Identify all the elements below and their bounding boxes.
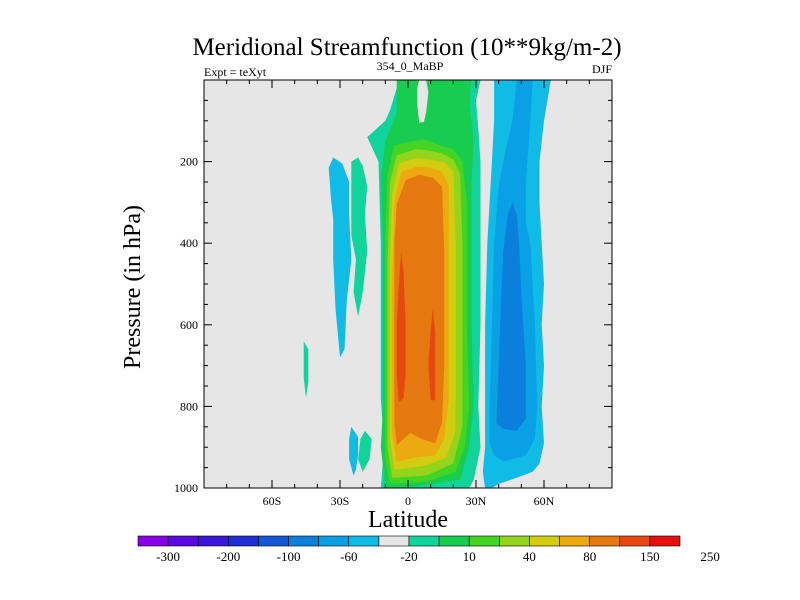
time-label: 354_0_MaBP [377,59,444,73]
colorbar-swatch-1 [137,535,169,547]
colorbar-swatch-8 [348,535,380,547]
colorbar-swatch-4 [228,535,259,547]
contour-region-18 [496,202,526,431]
colorbar-label-3: -100 [277,549,301,564]
contour-region-1 [351,157,368,317]
contour-region-3 [358,430,372,472]
colorbar-swatch-17 [619,535,651,547]
colorbar-swatch-7 [318,535,350,547]
colorbar-swatch-5 [258,535,289,547]
colorbar-swatch-16 [589,535,621,547]
colorbar-swatch-12 [468,535,500,547]
y-tick-label-5: 1000 [174,481,198,495]
x-axis-label: Latitude [368,507,448,533]
colorbar-label-7: 40 [523,549,536,564]
colorbar-swatch-18 [649,535,681,547]
y-tick-label-4: 800 [180,399,198,413]
colorbar-swatch-15 [559,535,590,547]
y-tick-label-2: 400 [180,236,198,250]
colorbar-label-4: -60 [340,549,357,564]
contour-region-13 [417,80,429,123]
x-tick-label-3: 0 [405,494,411,508]
x-tick-label-5: 60N [534,494,555,508]
colorbar-label-2: -200 [216,549,240,564]
colorbar-swatch-9 [378,535,410,547]
x-tick-label-4: 30N [466,494,487,508]
y-axis-ticks: 200 400 600 800 1000 [174,155,612,495]
y-tick-label-1: 200 [180,155,198,169]
contour-region-2 [303,341,309,399]
colorbar-swatch-6 [288,535,319,547]
minor-ticks [204,80,612,488]
colorbar-swatch-3 [197,535,229,547]
colorbar: -300 -200 -100 -60 -20 10 40 80 150 250 [137,535,720,564]
colorbar-label-9: 150 [640,549,660,564]
x-axis-ticks: 60S 30S 0 30N 60N [263,80,555,508]
x-tick-label-1: 60S [263,494,282,508]
colorbar-label-8: 80 [583,549,596,564]
colorbar-swatch-10 [408,535,440,547]
colorbar-label-6: 10 [463,549,476,564]
plot-area: 60S 30S 0 30N 60N 200 400 600 800 1000 [174,79,613,508]
contour-fills [303,80,551,488]
expt-label: Expt = teXyt [204,65,267,79]
colorbar-swatch-2 [167,535,199,547]
contour-region-14 [328,157,352,358]
colorbar-swatch-13 [499,535,530,547]
contour-region-11 [396,251,406,403]
colorbar-label-5: -20 [400,549,417,564]
colorbar-label-10: 250 [700,549,720,564]
y-tick-label-3: 600 [180,318,198,332]
season-label: DJF [592,62,612,76]
contour-region-15 [349,426,359,476]
y-axis-label: Pressure (in hPa) [120,205,146,369]
x-tick-label-2: 30S [331,494,350,508]
colorbar-swatch-14 [529,535,560,547]
colorbar-swatch-11 [438,535,470,547]
chart-title: Meridional Streamfunction (10**9kg/m-2) [192,34,621,61]
colorbar-label-1: -300 [156,549,180,564]
contour-region-12 [428,308,436,401]
